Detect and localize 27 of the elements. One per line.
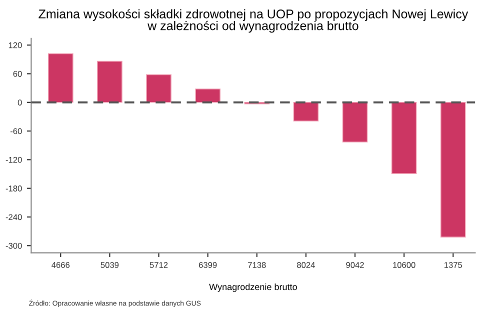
y-tick-label: -180	[6, 186, 22, 192]
bar	[48, 53, 74, 103]
bar	[293, 102, 319, 122]
x-tick-label: 6399	[198, 262, 217, 268]
bar	[97, 60, 122, 103]
x-tick-label: 10600	[393, 262, 416, 268]
x-axis-title: Wynagrodzenie brutto	[209, 283, 297, 292]
y-tick-label: 0	[18, 100, 22, 106]
x-tick-label: 4666	[52, 262, 70, 268]
chart-title: Zmiana wysokości składki zdrowotnej na UOP po propozycjach Nowej Lewicy w zależności od wynagrodzenia brutto	[38, 9, 468, 33]
y-tick-label: -240	[6, 214, 22, 220]
x-tick-label: 8024	[297, 262, 315, 268]
bar	[195, 88, 221, 103]
bar	[391, 102, 417, 174]
x-tick-label: 7138	[248, 262, 266, 268]
bar	[440, 102, 466, 238]
y-tick-label: 60	[13, 70, 22, 77]
y-tick-label: -120	[6, 156, 22, 163]
x-tick-label: 5712	[150, 262, 168, 268]
bar	[146, 74, 172, 103]
x-tick-label: 5039	[100, 262, 119, 268]
y-tick-label: -60	[10, 128, 22, 134]
y-tick-label: 120	[8, 42, 22, 48]
x-tick-label: 9042	[346, 262, 364, 268]
y-tick-label: -300	[6, 242, 22, 249]
bar	[342, 102, 368, 142]
x-tick-label: 1375	[444, 262, 462, 268]
